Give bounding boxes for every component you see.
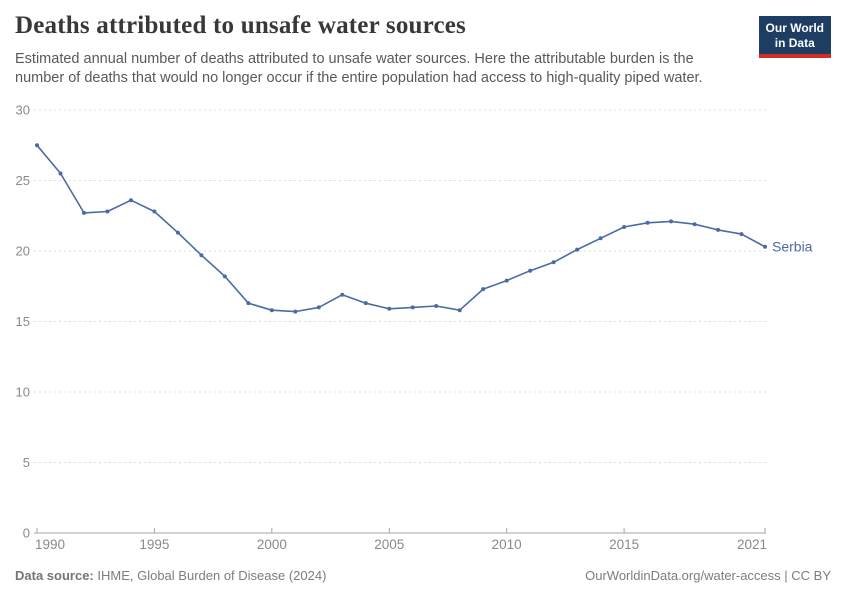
data-point[interactable] [622,225,627,230]
x-tick-label: 1990 [35,537,65,552]
data-point[interactable] [645,220,650,225]
data-point[interactable] [410,305,415,310]
x-tick-label: 2005 [374,537,404,552]
data-point[interactable] [316,305,321,310]
x-tick-label: 1995 [139,537,169,552]
owid-logo[interactable]: Our World in Data [758,16,831,59]
data-point[interactable] [246,301,251,306]
data-point[interactable] [387,306,392,311]
data-point[interactable] [175,230,180,235]
y-tick-label: 0 [23,526,30,541]
data-point[interactable] [269,308,274,313]
data-point[interactable] [504,278,509,283]
chart-subtitle: Estimated annual number of deaths attrib… [15,50,703,86]
x-tick-label: 2010 [492,537,522,552]
data-point[interactable] [128,198,133,203]
data-source-label: Data source: [15,568,94,583]
data-point[interactable] [105,209,110,214]
data-point[interactable] [58,171,63,176]
y-tick-label: 10 [16,385,30,400]
page-title: Deaths attributed to unsafe water source… [15,12,466,39]
data-point[interactable] [528,268,533,273]
x-tick-label: 2000 [257,537,287,552]
data-point[interactable] [457,308,462,313]
owid-logo-line2: in Data [774,35,815,50]
data-point[interactable] [35,143,39,148]
chart-footer: Data source: IHME, Global Burden of Dise… [15,568,831,583]
y-tick-label: 30 [16,103,30,118]
data-point[interactable] [481,287,486,292]
data-point[interactable] [81,210,86,215]
data-point[interactable] [222,274,227,279]
x-tick-label: 2015 [609,537,639,552]
data-point[interactable] [363,301,368,306]
series-line[interactable] [36,144,766,313]
data-source-value: IHME, Global Burden of Disease (2024) [97,568,327,583]
data-point[interactable] [340,292,345,297]
data-point[interactable] [669,219,674,224]
data-point[interactable] [551,260,556,265]
data-point[interactable] [293,309,298,314]
y-tick-label: 15 [16,314,30,329]
chart-header: Deaths attributed to unsafe water source… [15,12,755,88]
owid-logo-line1: Our World [765,21,824,35]
data-point[interactable] [598,236,603,241]
data-source: Data source: IHME, Global Burden of Dise… [15,568,326,583]
data-point[interactable] [152,209,157,214]
data-point[interactable] [199,253,204,258]
data-point[interactable] [434,303,439,308]
data-point[interactable] [763,244,767,249]
credit-link[interactable]: OurWorldinData.org/water-access | CC BY [585,568,831,583]
data-point[interactable] [739,232,744,237]
y-tick-label: 5 [23,455,30,470]
x-tick-label: 2021 [737,537,767,552]
data-point[interactable] [692,222,697,227]
data-point[interactable] [575,247,580,252]
entity-label-serbia[interactable]: Serbia [772,238,813,254]
data-point[interactable] [716,227,721,232]
y-tick-label: 20 [16,244,30,259]
y-tick-label: 25 [16,173,30,188]
